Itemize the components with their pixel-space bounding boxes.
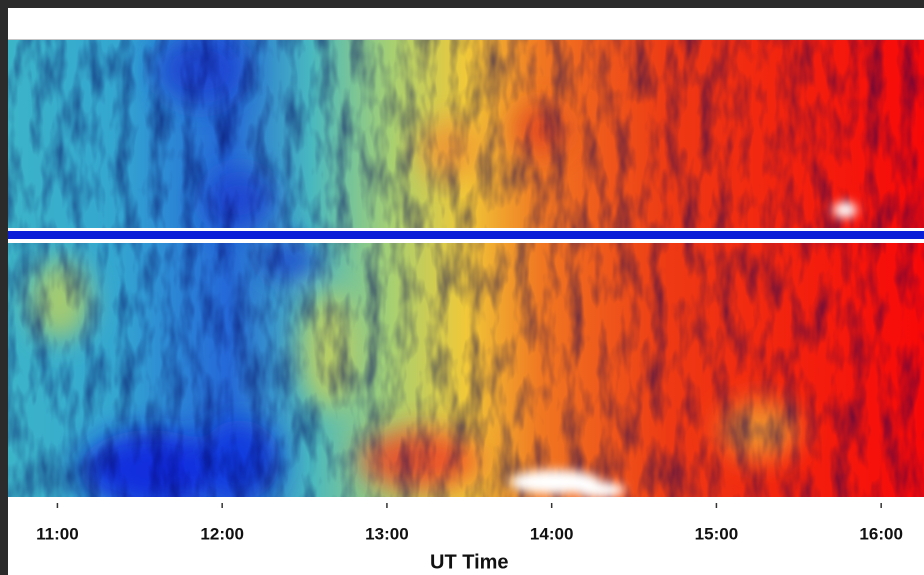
x-tick-label: 13:00 — [365, 524, 408, 543]
heatmap — [8, 40, 924, 497]
x-tick-label: 11:00 — [36, 524, 79, 543]
x-tick-label: 15:00 — [695, 524, 738, 543]
x-tick-label: 16:00 — [859, 524, 902, 543]
x-axis-label: UT Time — [430, 551, 509, 573]
x-tick-label: 12:00 — [200, 524, 243, 543]
x-tick-label: 14:00 — [530, 524, 573, 543]
